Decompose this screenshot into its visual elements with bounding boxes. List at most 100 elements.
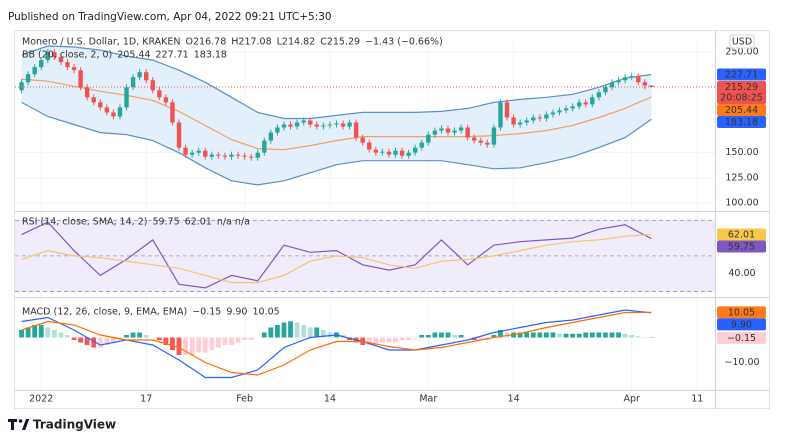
legend-text: MACD (12, 26, close, 9, EMA, EMA) bbox=[22, 307, 187, 318]
chart-frame bbox=[14, 30, 770, 409]
legend-text: H217.08 bbox=[231, 37, 271, 48]
candle-body bbox=[636, 76, 641, 83]
candle-body bbox=[563, 108, 569, 111]
histogram-bar bbox=[635, 336, 641, 338]
candle-body bbox=[544, 114, 549, 119]
histogram-bar bbox=[38, 325, 44, 338]
candle-body bbox=[511, 117, 516, 125]
histogram-bar bbox=[84, 337, 90, 345]
candle-body bbox=[281, 124, 287, 128]
footer-logo-text: TradingView bbox=[33, 418, 116, 432]
candle-body bbox=[458, 127, 464, 131]
candle-body bbox=[550, 112, 556, 115]
candle-body bbox=[65, 62, 70, 68]
histogram-bar bbox=[248, 337, 254, 340]
histogram-bar bbox=[406, 337, 412, 340]
indicator-line bbox=[21, 233, 652, 284]
legend-text: 205.44 bbox=[117, 50, 150, 61]
candle-body bbox=[222, 155, 228, 157]
histogram-bar bbox=[478, 337, 484, 340]
candle-body bbox=[203, 150, 208, 157]
published-note: Published on TradingView.com, Apr 04, 20… bbox=[8, 11, 332, 23]
histogram-bar bbox=[491, 335, 497, 338]
price-tag-bg bbox=[717, 80, 766, 104]
candle-body bbox=[321, 125, 326, 127]
histogram-bar bbox=[58, 332, 64, 338]
candle-body bbox=[104, 107, 110, 113]
histogram-bar bbox=[307, 327, 313, 338]
candle-body bbox=[314, 124, 319, 127]
candle-body bbox=[39, 60, 44, 68]
histogram-bar bbox=[104, 337, 110, 345]
price-tag: 183.18 bbox=[725, 117, 758, 128]
legend-text: RSI (14, close, SMA, 14, 2) bbox=[22, 217, 147, 228]
candle-body bbox=[649, 85, 654, 87]
histogram-bar bbox=[603, 332, 608, 338]
histogram-bar bbox=[137, 332, 143, 338]
x-tick-label: 2022 bbox=[29, 394, 53, 405]
candle-body bbox=[308, 120, 313, 125]
candle-body bbox=[242, 155, 247, 157]
candle-body bbox=[537, 117, 543, 119]
y-tick-label: 250.00 bbox=[725, 47, 758, 58]
histogram-bar bbox=[261, 332, 267, 338]
histogram-bar bbox=[452, 335, 457, 338]
candle-body bbox=[412, 147, 418, 153]
x-tick-label: 14 bbox=[508, 394, 520, 405]
candle-body bbox=[45, 52, 51, 61]
candle-body bbox=[288, 124, 293, 127]
candle-body bbox=[301, 120, 306, 123]
histogram-bar bbox=[373, 337, 379, 345]
indicator-line bbox=[21, 311, 652, 376]
x-tick-label: Feb bbox=[236, 394, 253, 405]
price-tag-bg bbox=[717, 306, 766, 319]
histogram-bar bbox=[498, 330, 503, 338]
candle-body bbox=[117, 107, 123, 117]
candle-body bbox=[380, 151, 385, 153]
candle-body bbox=[176, 122, 182, 148]
histogram-bar bbox=[235, 337, 241, 343]
candle-body bbox=[150, 80, 155, 91]
candle-body bbox=[248, 156, 254, 158]
candle-body bbox=[583, 102, 588, 105]
histogram-bar bbox=[281, 322, 287, 338]
histogram-bar bbox=[130, 332, 136, 338]
legend-text: 59.75 bbox=[152, 217, 179, 228]
price-tag-bg bbox=[717, 103, 766, 116]
footer-logo-icon bbox=[8, 419, 30, 430]
histogram-bar bbox=[524, 332, 530, 338]
candle-body bbox=[367, 142, 372, 150]
candle-body bbox=[596, 92, 602, 98]
candle-body bbox=[255, 152, 260, 158]
histogram-bar bbox=[183, 337, 188, 355]
histogram-bar bbox=[320, 330, 326, 338]
y-tick-label: 125.00 bbox=[725, 172, 758, 183]
price-tag: 62.01 bbox=[728, 230, 755, 241]
candle-body bbox=[183, 147, 188, 155]
histogram-bar bbox=[642, 337, 648, 338]
histogram-bar bbox=[596, 332, 602, 338]
histogram-bar bbox=[399, 337, 405, 340]
histogram-bar bbox=[327, 332, 333, 338]
candle-body bbox=[445, 128, 451, 133]
candle-body bbox=[157, 90, 162, 98]
price-tag: 215.29 bbox=[725, 82, 758, 93]
candle-body bbox=[629, 76, 634, 78]
histogram-bar bbox=[51, 330, 57, 338]
candle-body bbox=[609, 82, 615, 88]
legend-text: BB (20, close, 2, 0) bbox=[22, 50, 112, 61]
candle-body bbox=[347, 122, 352, 127]
price-tag: 227.71 bbox=[725, 69, 758, 80]
price-tag: 59.75 bbox=[728, 242, 755, 253]
candle-body bbox=[393, 150, 398, 155]
candle-body bbox=[84, 87, 90, 98]
histogram-bar bbox=[189, 337, 195, 355]
histogram-bar bbox=[622, 333, 628, 338]
histogram-bar bbox=[25, 327, 31, 338]
candle-body bbox=[399, 150, 405, 156]
price-tag-bg bbox=[717, 240, 766, 253]
candle-body bbox=[472, 137, 477, 141]
y-tick-label: −10.00 bbox=[724, 357, 759, 368]
candle-body bbox=[71, 67, 77, 71]
